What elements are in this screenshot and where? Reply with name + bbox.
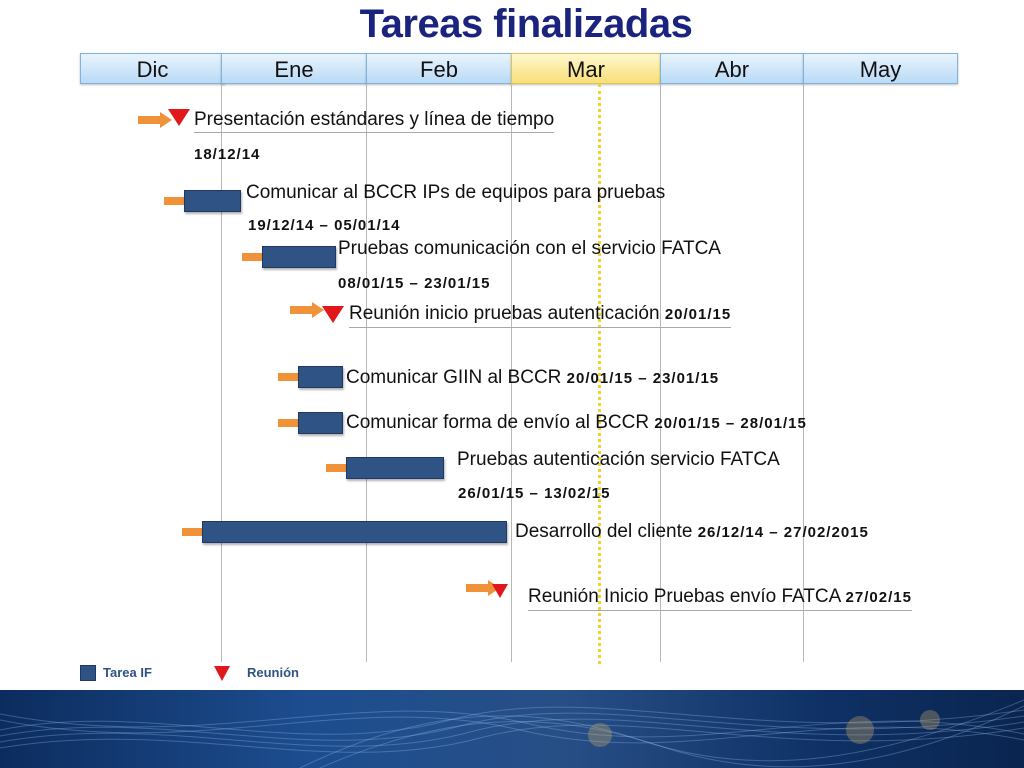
orange-arrow-icon	[466, 580, 500, 596]
task-dates: 20/01/15 – 23/01/15	[566, 370, 720, 387]
month-abr: Abr	[660, 53, 804, 84]
task-name: Desarrollo del cliente	[515, 521, 698, 542]
meeting-marker-icon	[322, 306, 344, 323]
task-bar	[262, 246, 336, 268]
task-dates: 27/02/15	[845, 589, 912, 606]
task-dates: 20/01/15 – 28/01/15	[654, 415, 807, 432]
legend-meeting-label: Reunión	[247, 665, 299, 680]
meeting-marker-icon	[168, 109, 190, 126]
task-bar	[346, 457, 444, 479]
orange-arrow-icon	[138, 112, 172, 128]
task-label: Comunicar GIIN al BCCR 20/01/15 – 23/01/…	[346, 367, 719, 390]
task-bar	[202, 521, 507, 543]
task-dates: 19/12/14 – 05/01/14	[248, 217, 401, 234]
task-name: Reunión Inicio Pruebas envío FATCA	[528, 586, 846, 607]
task-label: Reunión inicio pruebas autenticación 20/…	[349, 303, 732, 328]
meeting-marker-icon	[492, 584, 508, 598]
task-dates: 20/01/15	[664, 306, 732, 323]
task-dates: 26/12/14 – 27/02/2015	[697, 524, 869, 541]
month-divider	[660, 84, 661, 662]
task-label: Reunión Inicio Pruebas envío FATCA 27/02…	[528, 586, 912, 611]
task-name: Comunicar forma de envío al BCCR	[346, 412, 655, 433]
task-name: Comunicar GIIN al BCCR	[346, 367, 567, 388]
month-mar: Mar	[511, 53, 661, 84]
task-label: Pruebas comunicación con el servicio FAT…	[338, 238, 721, 259]
banknote-waves-graphic	[0, 699, 1024, 768]
month-divider	[803, 84, 804, 662]
month-ene: Ene	[221, 53, 367, 84]
legend-task-swatch	[80, 665, 96, 681]
task-label: Pruebas autenticación servicio FATCA	[457, 449, 780, 470]
slide-title: Tareas finalizadas	[359, 2, 693, 46]
task-bar	[184, 190, 241, 212]
month-may: May	[803, 53, 958, 84]
task-label: Comunicar forma de envío al BCCR 20/01/1…	[346, 412, 807, 435]
task-dates: 18/12/14	[194, 146, 261, 163]
month-divider	[511, 84, 512, 662]
legend-task-label: Tarea IF	[103, 665, 152, 680]
orange-arrow-icon	[290, 302, 324, 318]
task-dates: 26/01/15 – 13/02/15	[458, 485, 611, 502]
legend-meeting-icon	[214, 666, 230, 681]
task-dates: 08/01/15 – 23/01/15	[338, 275, 491, 292]
footer-banner	[0, 690, 1024, 768]
month-feb: Feb	[366, 53, 512, 84]
task-bar	[298, 412, 343, 434]
task-label: Presentación estándares y línea de tiemp…	[194, 109, 555, 133]
task-bar	[298, 366, 343, 388]
month-divider	[221, 84, 222, 662]
task-label: Comunicar al BCCR IPs de equipos para pr…	[246, 182, 666, 203]
task-label: Desarrollo del cliente 26/12/14 – 27/02/…	[515, 521, 869, 544]
month-dic: Dic	[80, 53, 225, 84]
month-divider	[366, 84, 367, 662]
current-date-line	[598, 84, 601, 664]
task-name: Reunión inicio pruebas autenticación	[349, 303, 665, 324]
